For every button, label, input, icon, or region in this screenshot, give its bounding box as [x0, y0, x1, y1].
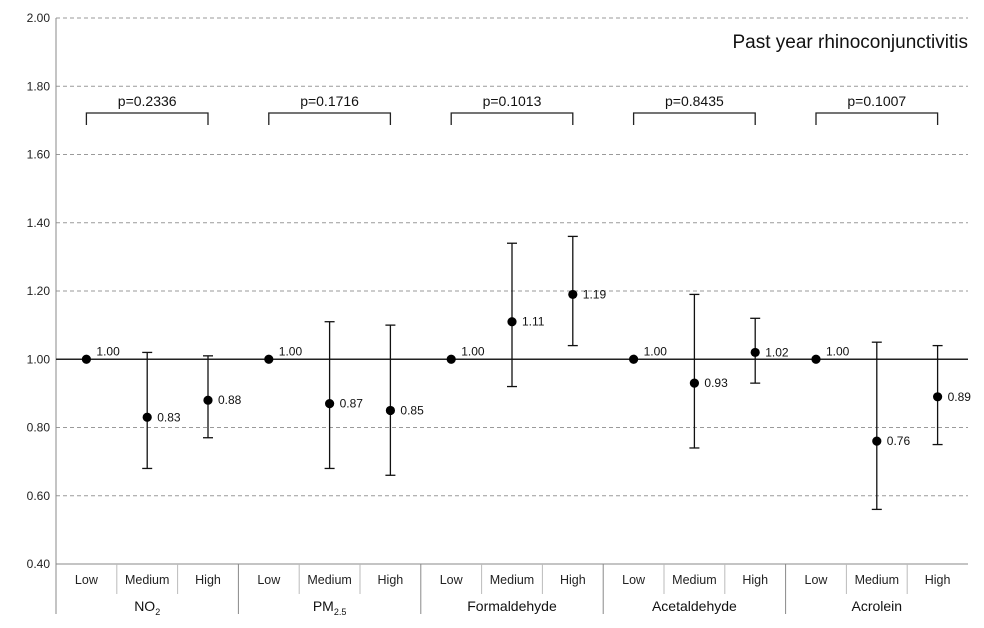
p-value-bracket	[815, 112, 939, 125]
data-label: 1.19	[583, 287, 607, 301]
data-label: 0.85	[400, 403, 424, 417]
group-label: Acetaldehyde	[652, 598, 737, 614]
category-label: High	[925, 573, 951, 587]
p-value-brackets: p=0.2336 p=0.1716 p=0.1013 p=0.8435 p=0.1007	[85, 93, 939, 125]
data-point	[689, 378, 700, 388]
data-point	[142, 412, 152, 422]
group-label: Formaldehyde	[467, 598, 557, 614]
data-point	[811, 354, 821, 364]
category-label: Low	[622, 573, 646, 587]
data-point	[933, 392, 943, 402]
category-label: High	[560, 573, 586, 587]
category-label: Low	[75, 573, 99, 587]
data-label: 0.87	[340, 397, 364, 411]
data-point	[203, 395, 213, 405]
p-value-label: p=0.2336	[118, 93, 177, 109]
p-value-label: p=0.1716	[300, 93, 359, 109]
data-label: 1.00	[644, 344, 668, 358]
group-label: PM2.5	[313, 598, 347, 617]
y-tick-label: 1.20	[27, 284, 51, 298]
p-value-bracket	[268, 112, 392, 125]
category-label: Low	[805, 573, 829, 587]
category-label: Low	[257, 573, 281, 587]
y-tick-label: 2.00	[27, 11, 51, 25]
p-value-bracket	[85, 112, 209, 125]
chart-title: Past year rhinoconjunctivitis	[733, 32, 969, 53]
data-point	[325, 399, 335, 409]
data-point	[81, 354, 91, 364]
p-value-label: p=0.1013	[483, 93, 542, 109]
category-label: Medium	[855, 573, 899, 587]
y-tick-label: 0.80	[27, 421, 51, 435]
category-label: High	[195, 573, 221, 587]
group-label: Acrolein	[852, 598, 903, 614]
data-point	[629, 354, 639, 364]
category-label: Medium	[307, 573, 351, 587]
p-value-bracket	[450, 112, 574, 125]
category-label: Medium	[490, 573, 534, 587]
category-label: Low	[440, 573, 464, 587]
data-point	[446, 354, 456, 364]
data-label: 0.88	[218, 393, 242, 407]
data-label: 1.00	[279, 344, 303, 358]
data-label: 0.89	[948, 390, 972, 404]
data-points: 1.00 0.83 0.88 1.00 0.87 0.85 1.00 1.11 1.19 1.00…	[81, 235, 972, 511]
category-labels: Low Medium High NO2 Low Medium High PM2.5 Low Med…	[75, 573, 951, 617]
data-label: 1.00	[96, 344, 120, 358]
data-point	[507, 317, 517, 327]
p-value-bracket	[632, 112, 756, 125]
data-label: 0.76	[887, 434, 911, 448]
data-label: 1.00	[461, 344, 485, 358]
data-point	[385, 405, 395, 416]
p-value-label: p=0.8435	[665, 93, 724, 109]
p-value-label: p=0.1007	[847, 93, 906, 109]
data-label: 0.83	[157, 410, 181, 424]
category-label: High	[742, 573, 768, 587]
category-label: High	[378, 573, 404, 587]
data-point	[264, 354, 274, 364]
data-label: 1.02	[765, 345, 789, 359]
category-label: Medium	[125, 573, 169, 587]
data-point	[750, 347, 760, 358]
y-tick-label: 1.40	[27, 216, 51, 230]
y-tick-label: 0.60	[27, 489, 51, 503]
y-tick-label: 1.80	[27, 79, 51, 93]
data-point	[568, 289, 578, 300]
category-label: Medium	[672, 573, 716, 587]
y-tick-label: 1.00	[27, 352, 51, 366]
axes: 0.40 0.60 0.80 1.00 1.20 1.40 1.60 1.80 2.00	[27, 11, 968, 614]
data-label: 0.93	[704, 376, 728, 390]
group-label: NO2	[134, 598, 160, 617]
y-tick-label: 1.60	[27, 148, 51, 162]
y-tick-label: 0.40	[27, 557, 51, 571]
data-label: 1.00	[826, 344, 850, 358]
data-point	[872, 436, 882, 446]
data-label: 1.11	[522, 315, 545, 329]
